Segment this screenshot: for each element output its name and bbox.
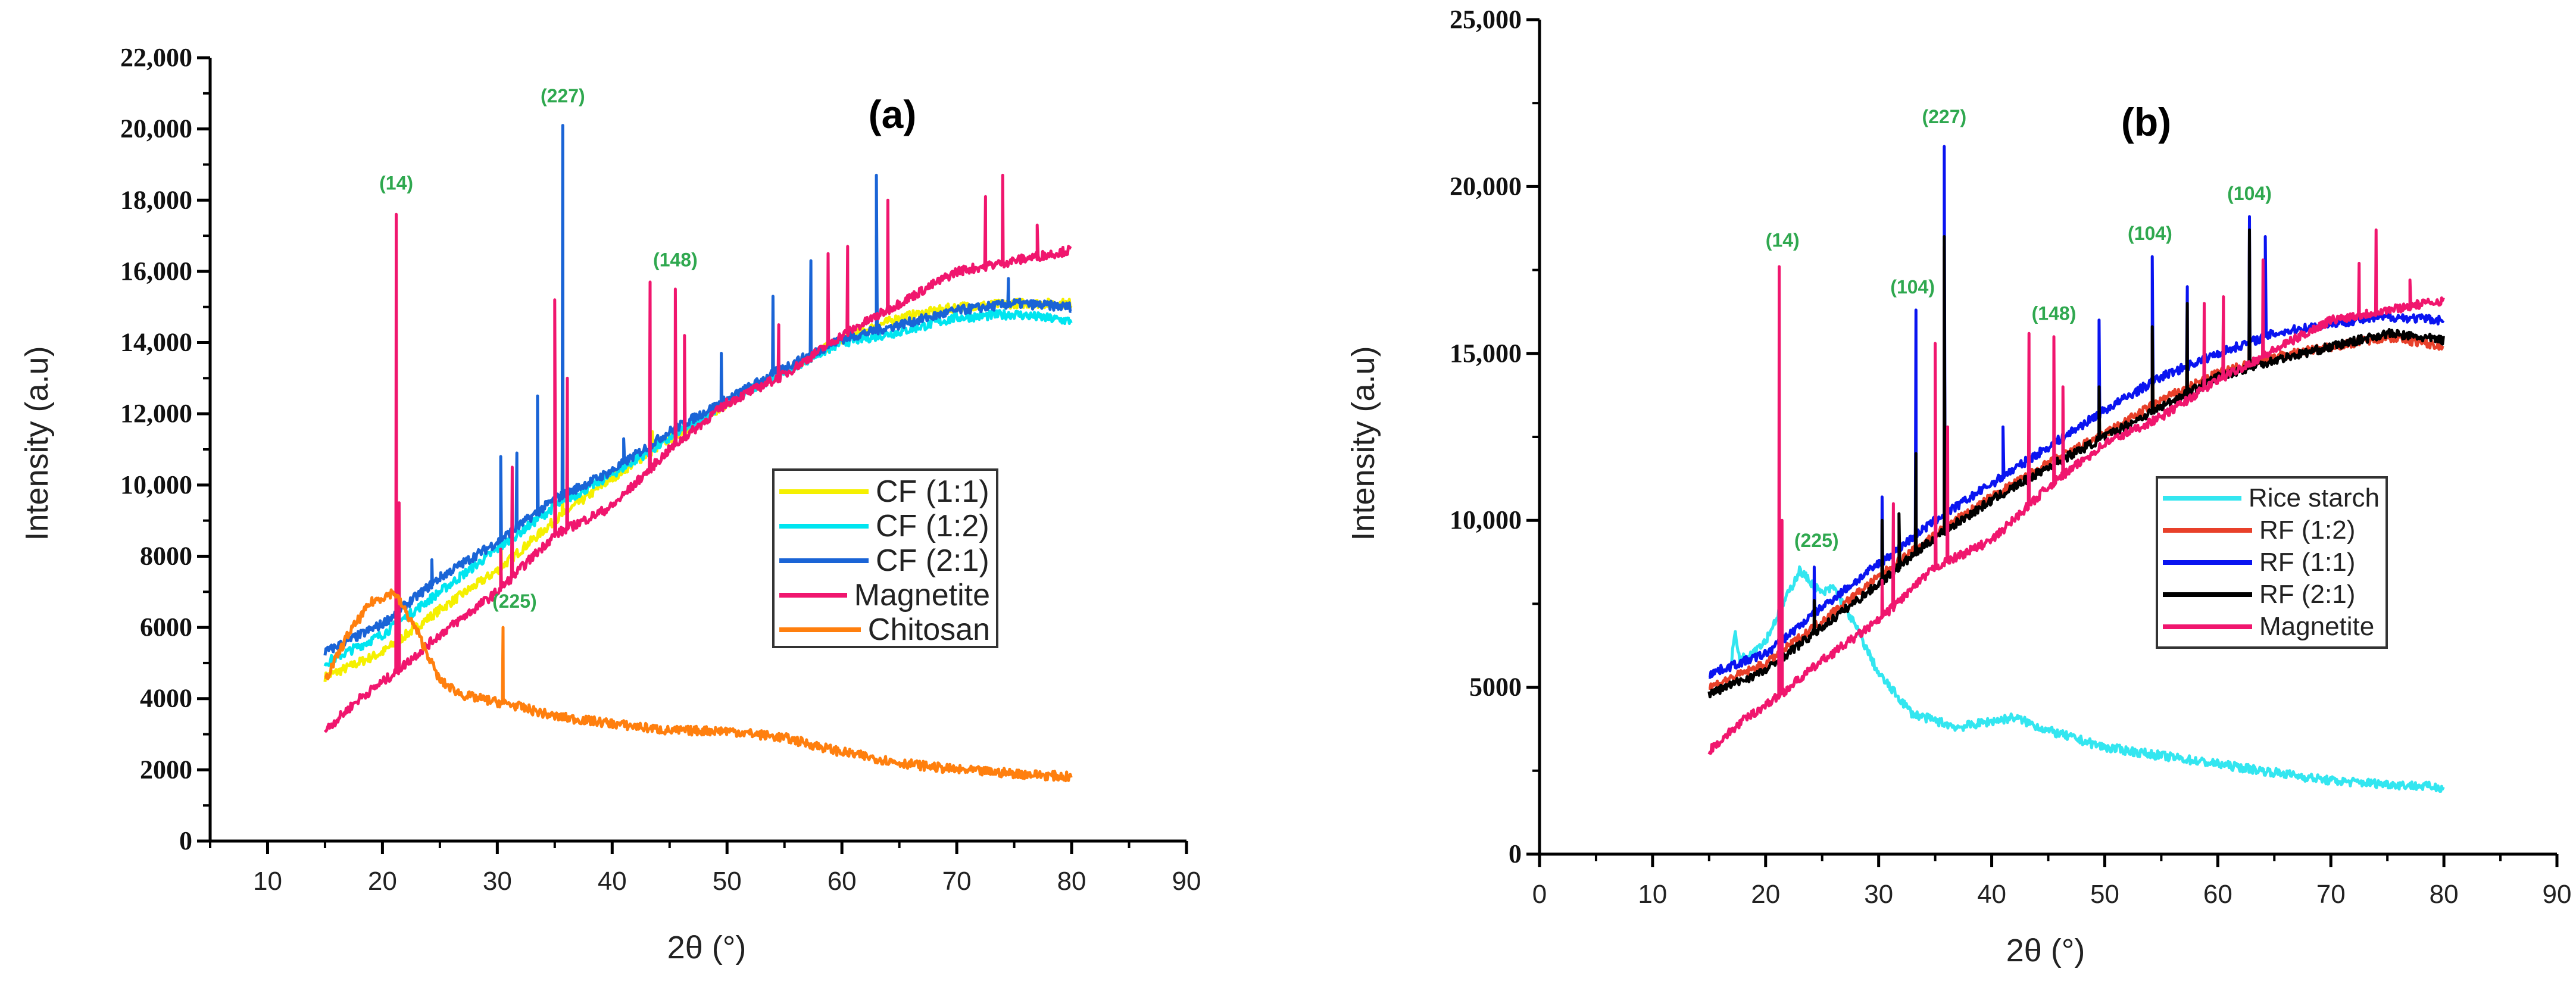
- x-tick-label: 60: [2203, 880, 2232, 909]
- legend-swatch: [2163, 560, 2252, 565]
- panel-title: (a): [869, 92, 917, 136]
- peak-annotation: (225): [1794, 530, 1839, 551]
- legend-swatch: [779, 593, 847, 598]
- legend-swatch: [2163, 624, 2252, 629]
- y-tick-label: 8000: [140, 541, 192, 570]
- legend-swatch: [2163, 592, 2252, 597]
- legend-label: RF (1:2): [2259, 515, 2356, 545]
- legend-label: Magnetite: [854, 578, 990, 612]
- peak-annotation: (148): [2032, 303, 2077, 324]
- legend-item: RF (2:1): [2163, 579, 2380, 611]
- panel-b-chart: 0 5000 10,000 15,000 20,000 25,000 0 10 20 30 40 50…: [1345, 5, 2571, 968]
- legend-item: CF (1:2): [779, 509, 990, 543]
- x-tick-label: 60: [828, 867, 857, 896]
- x-tick-label: 30: [1864, 880, 1893, 909]
- y-tick-label: 16,000: [120, 257, 192, 286]
- y-tick-label: 20,000: [1450, 171, 1522, 201]
- peak-annotation: (104): [2227, 183, 2272, 204]
- legend-item: Chitosan: [779, 612, 990, 647]
- series-line-magnetite: [323, 173, 1072, 733]
- legend-item: Magnetite: [779, 578, 990, 612]
- x-tick-label: 90: [1172, 867, 1201, 896]
- legend-item: CF (2:1): [779, 543, 990, 578]
- legend-swatch: [779, 489, 869, 494]
- y-tick-label: 2000: [140, 755, 192, 784]
- y-tick-label: 0: [179, 826, 192, 855]
- legend-label: CF (1:2): [876, 509, 989, 543]
- y-tick-label: 22,000: [120, 43, 192, 72]
- x-tick-label: 40: [1977, 880, 2006, 909]
- legend-label: CF (1:1): [876, 474, 989, 509]
- peak-annotation: (148): [653, 249, 698, 271]
- x-tick-label: 20: [1751, 880, 1780, 909]
- legend-item: Rice starch: [2163, 482, 2380, 514]
- legend-label: Chitosan: [867, 612, 990, 647]
- x-axis-label: 2θ (°): [2006, 933, 2085, 968]
- y-axis-label: Intensity (a.u): [19, 346, 55, 540]
- legend-label: Magnetite: [2259, 612, 2375, 641]
- peak-annotation: (14): [379, 172, 413, 193]
- legend-swatch: [779, 627, 861, 632]
- y-tick-label: 4000: [140, 684, 192, 713]
- panel-a-chart: 0 2000 4000 6000 8000 10,000 12,000 14,000 16,00…: [19, 43, 1201, 965]
- series-line-rf-2-1: [1707, 228, 2445, 699]
- y-tick-label: 15,000: [1450, 339, 1522, 368]
- legend-item: Magnetite: [2163, 611, 2380, 643]
- y-tick-label: 12,000: [120, 399, 192, 428]
- y-tick-label: 10,000: [1450, 505, 1522, 535]
- y-tick-label: 18,000: [120, 185, 192, 214]
- legend-swatch: [2163, 496, 2241, 501]
- peak-annotation: (227): [1922, 106, 1966, 127]
- legend-swatch: [779, 524, 869, 529]
- y-tick-label: 14,000: [120, 328, 192, 357]
- x-tick-label: 80: [1057, 867, 1086, 896]
- y-tick-label: 6000: [140, 612, 192, 642]
- legend-panel-b: Rice starch RF (1:2) RF (1:1) RF (2:1) M…: [2156, 476, 2388, 649]
- x-tick-label: 80: [2430, 880, 2459, 909]
- peak-annotation: (104): [2128, 223, 2172, 244]
- series-line-magnetite: [1707, 228, 2445, 755]
- peak-annotation: (227): [541, 85, 585, 107]
- peak-annotation: (14): [1766, 229, 1800, 251]
- y-axis-label: Intensity (a.u): [1345, 346, 1381, 540]
- series-line-chitosan: [324, 588, 1073, 783]
- panel-title: (b): [2121, 100, 2171, 144]
- x-tick-label: 30: [483, 867, 512, 896]
- x-tick-label: 40: [598, 867, 627, 896]
- y-tick-label: 10,000: [120, 470, 192, 499]
- legend-label: Rice starch: [2248, 483, 2380, 512]
- legend-item: RF (1:1): [2163, 546, 2380, 579]
- y-tick-label: 25,000: [1450, 5, 1522, 34]
- series-line-rice-starch: [1730, 565, 2445, 793]
- x-tick-label: 90: [2543, 880, 2572, 909]
- x-tick-label: 70: [2316, 880, 2346, 909]
- x-axis-label: 2θ (°): [667, 930, 747, 965]
- y-tick-label: 5000: [1469, 673, 1522, 702]
- x-tick-label: 20: [368, 867, 397, 896]
- legend-label: RF (1:1): [2259, 548, 2356, 577]
- legend-swatch: [2163, 528, 2252, 533]
- legend-label: CF (2:1): [876, 543, 989, 578]
- x-tick-label: 70: [942, 867, 972, 896]
- peak-annotation: (104): [1890, 276, 1935, 298]
- x-tick-label: 50: [713, 867, 742, 896]
- y-tick-label: 20,000: [120, 114, 192, 143]
- y-tick-label: 0: [1509, 839, 1522, 868]
- peak-annotation: (225): [492, 590, 537, 612]
- series-line-cf-2-1: [323, 124, 1072, 656]
- legend-item: RF (1:2): [2163, 514, 2380, 546]
- series-line-cf-1-2: [323, 234, 1073, 667]
- legend-item: CF (1:1): [779, 474, 990, 509]
- legend-swatch: [779, 558, 869, 563]
- x-tick-label: 10: [253, 867, 282, 896]
- x-tick-label: 10: [1638, 880, 1667, 909]
- legend-label: RF (2:1): [2259, 580, 2356, 609]
- x-tick-label: 50: [2090, 880, 2119, 909]
- x-tick-label: 0: [1532, 880, 1547, 909]
- legend-panel-a: CF (1:1) CF (1:2) CF (2:1) Magnetite Chi…: [772, 468, 998, 648]
